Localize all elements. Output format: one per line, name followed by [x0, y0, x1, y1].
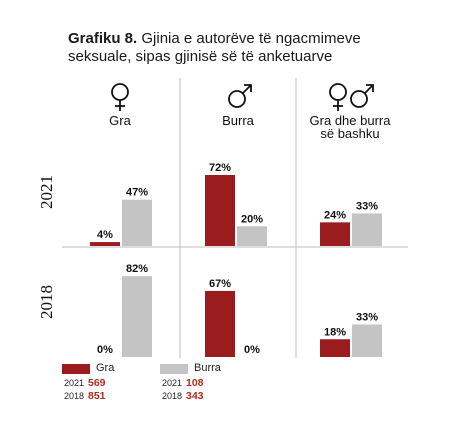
bar-2018-burra-panel1	[122, 276, 152, 357]
data-label-2018-burra-panel3: 33%	[356, 311, 378, 323]
legend-year-2018-burra: 2018	[162, 391, 183, 401]
bar-2021-burra-panel3	[352, 213, 382, 246]
data-label-2018-burra-panel2: 0%	[244, 344, 260, 356]
data-label-2018-gra-panel2: 67%	[209, 278, 231, 290]
male-symbol-icon-combined	[350, 84, 374, 108]
panel-label-gra: Gra	[109, 113, 131, 128]
bar-2021-burra-panel2	[237, 226, 267, 246]
legend-count-2018-burra: 343	[186, 390, 204, 402]
legend-count-2021-gra: 569	[88, 377, 106, 389]
legend-swatch-burra	[160, 364, 188, 374]
legend-year-2021-burra: 2021	[162, 378, 183, 388]
title-prefix: Grafiku 8.	[68, 30, 138, 47]
legend-year-2018-gra: 2018	[64, 391, 85, 401]
female-symbol-icon-combined	[329, 83, 347, 111]
bar-2021-gra-panel2	[205, 175, 235, 246]
bar-2018-gra-panel2	[205, 290, 235, 357]
data-label-2018-burra-panel1: 82%	[126, 263, 148, 275]
panel-label-combined-line1: Gra dhe burra	[310, 113, 392, 128]
title-text: Gjinia e autorëve të ngacmimeve seksuale…	[68, 30, 361, 65]
legend-label-burra: Burra	[194, 362, 221, 374]
legend-label-gra: Gra	[96, 362, 115, 374]
legend-year-2021-gra: 2021	[64, 378, 85, 388]
data-label-2021-gra-panel2: 72%	[209, 162, 231, 174]
bar-2018-gra-panel3	[320, 339, 350, 357]
bar-2021-gra-panel3	[320, 222, 350, 246]
data-label-2021-burra-panel3: 33%	[356, 200, 378, 212]
data-label-2018-gra-panel3: 18%	[324, 326, 346, 338]
female-symbol-icon	[111, 83, 129, 111]
legend-swatch-gra	[62, 364, 90, 374]
chart-title: Grafiku 8. Gjinia e autorëve të ngacmime…	[68, 30, 398, 66]
male-symbol-icon	[228, 84, 252, 108]
legend-count-2018-gra: 851	[88, 390, 106, 402]
row-label-2018: 2018	[37, 285, 56, 319]
bar-2018-burra-panel3	[352, 324, 382, 357]
bar-2021-burra-panel1	[122, 199, 152, 246]
data-label-2021-gra-panel3: 24%	[324, 209, 346, 221]
data-label-2021-burra-panel1: 47%	[126, 187, 148, 199]
data-label-2021-burra-panel2: 20%	[241, 213, 263, 225]
panel-label-combined-line2: së bashku	[320, 126, 379, 141]
row-label-2021: 2021	[37, 175, 56, 209]
bar-2021-gra-panel1	[90, 242, 120, 246]
data-label-2018-gra-panel1: 0%	[97, 344, 113, 356]
legend-count-2021-burra: 108	[186, 377, 204, 389]
data-label-2021-gra-panel1: 4%	[97, 229, 113, 241]
panel-label-burra: Burra	[222, 113, 255, 128]
